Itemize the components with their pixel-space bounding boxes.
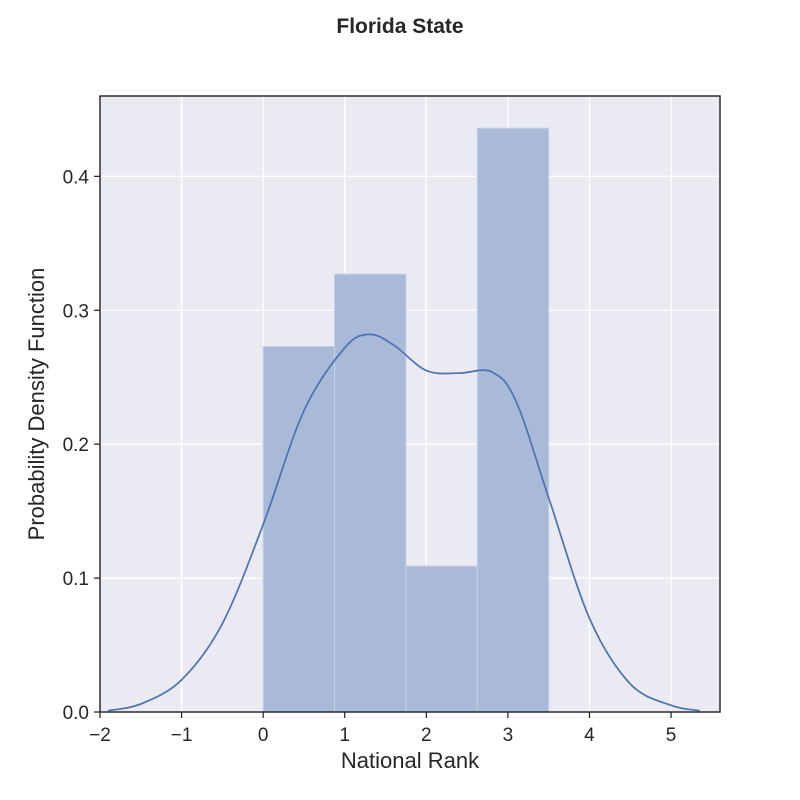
- x-tick-label: 0: [258, 725, 269, 746]
- x-tick-2: 0: [258, 712, 269, 746]
- x-tick-label: 4: [584, 725, 595, 746]
- y-tick-label: 0.1: [63, 569, 89, 590]
- y-tick-label: 0.0: [63, 703, 89, 724]
- x-tick-5: 3: [503, 712, 514, 746]
- histogram-bars: [262, 127, 550, 713]
- x-tick-7: 5: [666, 712, 677, 746]
- x-tick-1: −1: [171, 712, 193, 746]
- histogram-bar-1: [334, 273, 407, 713]
- x-tick-0: −2: [89, 712, 111, 746]
- x-tick-4: 2: [421, 712, 432, 746]
- y-tick-3: 0.3: [63, 301, 100, 322]
- y-tick-1: 0.1: [63, 569, 100, 590]
- x-tick-label: 1: [339, 725, 350, 746]
- plot-frame: [99, 95, 721, 713]
- x-tick-label: 3: [503, 725, 514, 746]
- y-tick-4: 0.4: [63, 167, 100, 188]
- kde-line: [107, 333, 700, 712]
- y-tick-label: 0.4: [63, 167, 90, 188]
- x-axis-ticks: −2 −1 0 1 2 3 4 5: [89, 712, 676, 746]
- histogram-bar-0: [262, 345, 336, 713]
- x-tick-label: −2: [89, 725, 111, 746]
- y-axis-label: Probability Density Function: [24, 268, 49, 541]
- histogram-bar-2: [405, 565, 478, 713]
- x-axis-label: National Rank: [341, 748, 480, 773]
- y-tick-label: 0.3: [63, 301, 89, 322]
- y-axis-ticks: 0.0 0.1 0.2 0.3 0.4: [63, 167, 100, 724]
- x-tick-label: 2: [421, 725, 432, 746]
- y-tick-2: 0.2: [63, 435, 100, 456]
- histogram-bar-3: [476, 127, 550, 713]
- y-tick-label: 0.2: [63, 435, 89, 456]
- x-tick-label: 5: [666, 725, 677, 746]
- x-tick-3: 1: [339, 712, 350, 746]
- x-tick-6: 4: [584, 712, 595, 746]
- y-tick-0: 0.0: [63, 703, 100, 724]
- chart-title: Florida State: [336, 15, 463, 38]
- x-tick-label: −1: [171, 725, 193, 746]
